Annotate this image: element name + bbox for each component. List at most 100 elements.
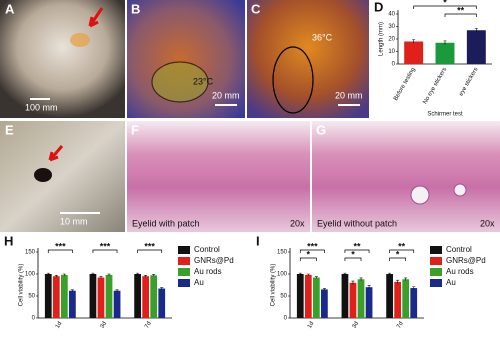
bar	[341, 274, 349, 318]
scale-bar	[60, 212, 100, 214]
error-bar	[99, 276, 103, 279]
magnification: 20x	[480, 218, 495, 228]
error-bar	[144, 275, 148, 278]
error-bar	[343, 272, 347, 275]
follicle	[410, 185, 430, 205]
significance-bracket	[92, 249, 118, 253]
bar	[60, 274, 68, 318]
arrow	[48, 145, 64, 162]
y-tick-label: 30	[388, 24, 395, 30]
error-bar	[412, 39, 416, 44]
bar	[466, 30, 486, 64]
x-tick-label: No eye stickers	[422, 67, 448, 106]
photo-e	[0, 121, 125, 232]
significance-bracket	[137, 249, 163, 253]
x-tick-label: 1d	[55, 321, 64, 330]
y-tick-label: 0	[32, 316, 36, 322]
bar	[357, 279, 365, 318]
y-axis-label: Length (mm)	[379, 22, 385, 56]
photo-a	[0, 0, 125, 118]
bar	[304, 274, 312, 318]
error-bar	[306, 273, 310, 276]
x-axis-label: Schirmer test	[427, 112, 463, 118]
significance: *	[307, 249, 311, 259]
significance-bracket	[47, 249, 73, 253]
photo-g	[312, 121, 500, 232]
error-bar	[91, 272, 95, 275]
photo-f	[127, 121, 310, 232]
legend-label: GNRs@Pd	[446, 256, 486, 265]
legend-swatch	[430, 279, 442, 287]
scale-bar	[215, 104, 237, 106]
patch	[70, 33, 90, 47]
legend-swatch	[430, 268, 442, 276]
legend-swatch	[178, 268, 190, 276]
bar	[158, 288, 166, 318]
y-tick-label: 150	[277, 250, 288, 256]
bar	[69, 290, 76, 318]
bar	[134, 274, 141, 318]
y-tick-label: 150	[25, 250, 36, 256]
y-tick-label: 10	[388, 49, 395, 55]
scale-text: 20 mm	[335, 90, 363, 100]
y-tick-label: 50	[280, 294, 287, 300]
scale-text: 10 mm	[60, 216, 88, 226]
magnification: 20x	[290, 218, 305, 228]
significance-bracket	[344, 257, 362, 261]
panel-label: I	[256, 233, 260, 248]
significance: *	[396, 249, 400, 259]
bar	[394, 281, 402, 318]
photo-panels: A 100 mm B 23°C 20 mm C 36°C 20 mm E 10 …	[0, 0, 500, 232]
error-bar	[351, 280, 355, 285]
caption: Eyelid without patch	[317, 218, 397, 228]
legend-label: Control	[194, 245, 220, 254]
eye	[34, 168, 52, 182]
legend-label: Control	[446, 245, 472, 254]
significance: ***	[100, 241, 111, 251]
error-bar	[62, 273, 66, 276]
bar	[52, 276, 60, 318]
bar	[44, 274, 52, 318]
bar	[105, 274, 113, 318]
error-bar	[107, 273, 111, 276]
y-tick-label: 40	[388, 12, 395, 18]
x-tick-label: 7d	[144, 321, 153, 330]
significance: ***	[55, 241, 66, 251]
error-bar	[322, 288, 326, 291]
bar	[89, 274, 97, 318]
legend-swatch	[430, 257, 442, 265]
significance: *	[351, 249, 355, 259]
error-bar	[70, 289, 74, 292]
error-bar	[359, 277, 363, 281]
region	[272, 46, 314, 114]
bar	[113, 290, 121, 318]
legend-swatch	[178, 257, 190, 265]
significance: **	[398, 241, 406, 251]
scale-text: 100 mm	[25, 102, 58, 112]
panel-label: G	[316, 122, 326, 137]
legend-label: Au rods	[194, 267, 222, 276]
bar	[435, 42, 455, 64]
bar	[386, 274, 393, 318]
bar	[404, 41, 424, 64]
error-bar	[314, 276, 318, 279]
y-axis-label: Cell viability (%)	[19, 264, 25, 307]
error-bar	[298, 272, 302, 275]
x-tick-label: 1d	[307, 321, 316, 330]
significance: ***	[144, 241, 155, 251]
region	[151, 61, 209, 103]
legend-swatch	[430, 246, 442, 254]
error-bar	[412, 286, 416, 290]
scale-text: 20 mm	[212, 90, 240, 100]
error-bar	[160, 287, 164, 290]
legend-swatch	[178, 246, 190, 254]
panel-label: A	[5, 1, 15, 16]
significance-bracket	[389, 257, 407, 261]
scale-bar	[338, 104, 360, 106]
bar	[97, 277, 105, 318]
bar	[296, 274, 304, 318]
bar	[312, 277, 320, 318]
temperature: 23°C	[193, 76, 214, 86]
x-tick-label: eye stickers	[458, 67, 479, 97]
